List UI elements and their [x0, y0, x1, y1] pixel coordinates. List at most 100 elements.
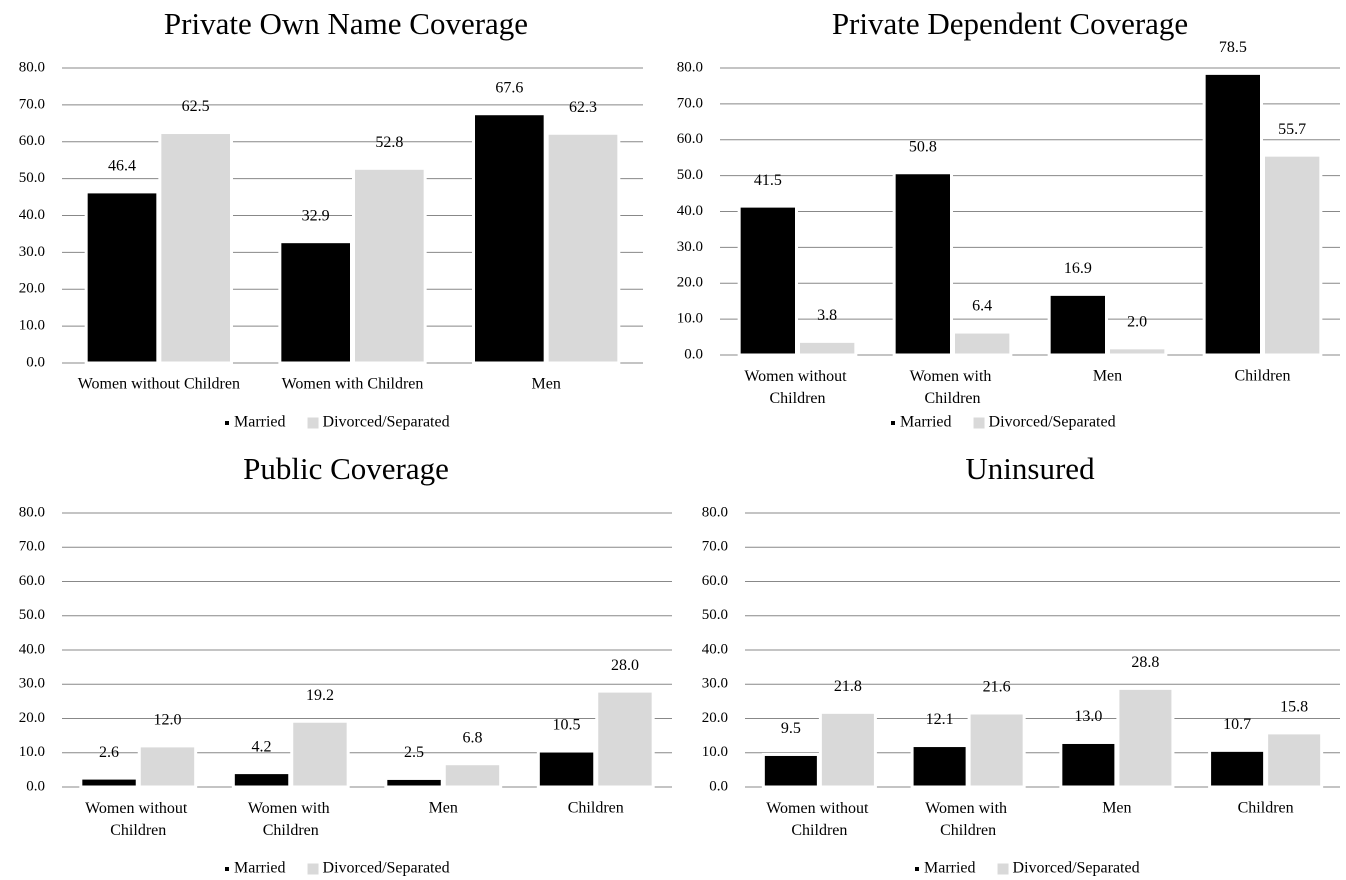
bar: [84, 190, 160, 365]
data-label: 2.6: [99, 744, 119, 761]
y-tick-label: 0.0: [709, 778, 728, 794]
bar: [1202, 71, 1264, 357]
y-tick-label: 30.0: [19, 244, 45, 260]
legend-swatch: [225, 421, 229, 425]
legend-swatch: [973, 417, 985, 429]
x-tick-label: Men: [532, 376, 561, 393]
legend-label: Married: [900, 414, 952, 431]
y-tick-label: 50.0: [702, 607, 728, 623]
bar: [737, 204, 799, 357]
bar: [1116, 686, 1175, 789]
legend-label: Divorced/Separated: [1013, 860, 1140, 877]
data-label: 12.1: [926, 711, 954, 728]
legend-label: Divorced/Separated: [989, 414, 1116, 431]
y-tick-label: 70.0: [19, 539, 45, 555]
x-tick-label: Women without Children: [85, 800, 191, 839]
data-label: 52.8: [375, 134, 403, 151]
legend-swatch: [225, 867, 229, 871]
x-tick-label: Men: [429, 800, 458, 817]
y-tick-label: 20.0: [19, 281, 45, 297]
y-tick-label: 50.0: [19, 607, 45, 623]
data-label: 62.3: [569, 99, 597, 116]
legend-label: Divorced/Separated: [323, 860, 450, 877]
legend-swatch: [307, 863, 319, 875]
bar: [352, 166, 427, 365]
y-tick-label: 10.0: [702, 744, 728, 760]
y-tick-label: 60.0: [19, 133, 45, 149]
bar: [1265, 731, 1324, 789]
x-tick-label: Women with Children: [925, 800, 1011, 839]
data-label: 10.5: [553, 717, 581, 734]
y-tick-label: 0.0: [26, 778, 45, 794]
y-tick-label: 0.0: [684, 346, 703, 362]
x-tick-label: Women with Children: [248, 800, 334, 839]
bar: [472, 112, 547, 365]
legend-label: Married: [924, 860, 976, 877]
data-label: 50.8: [909, 138, 937, 155]
data-label: 2.5: [404, 744, 424, 761]
legend-swatch: [891, 421, 895, 425]
legend-label: Divorced/Separated: [323, 414, 450, 431]
bar: [442, 762, 503, 789]
bar: [278, 240, 353, 365]
data-label: 67.6: [495, 79, 523, 96]
y-tick-label: 30.0: [19, 676, 45, 692]
legend-label: Married: [234, 860, 286, 877]
y-tick-label: 30.0: [702, 676, 728, 692]
data-label: 28.0: [611, 657, 639, 674]
bar: [892, 171, 954, 357]
bar: [952, 330, 1013, 357]
bar: [1059, 740, 1118, 789]
data-label: 21.8: [834, 678, 862, 695]
x-tick-label: Children: [568, 800, 624, 817]
data-label: 13.0: [1074, 708, 1102, 725]
bar: [545, 131, 621, 365]
x-tick-label: Children: [1235, 368, 1291, 385]
data-label: 10.7: [1223, 716, 1251, 733]
y-tick-label: 40.0: [677, 203, 703, 219]
y-tick-label: 20.0: [677, 275, 703, 291]
data-label: 55.7: [1278, 121, 1306, 138]
bar: [79, 776, 139, 789]
bar: [290, 719, 350, 789]
data-label: 15.8: [1280, 699, 1308, 716]
x-tick-label: Men: [1093, 368, 1122, 385]
data-label: 3.8: [817, 307, 837, 324]
x-tick-label: Women without Children: [78, 376, 240, 393]
chart-title: Private Dependent Coverage: [832, 6, 1188, 41]
bar: [761, 752, 820, 789]
bar: [910, 744, 969, 789]
y-tick-label: 20.0: [702, 710, 728, 726]
y-tick-label: 40.0: [702, 641, 728, 657]
data-label: 19.2: [306, 687, 334, 704]
bar: [818, 710, 877, 789]
data-label: 4.2: [252, 738, 272, 755]
y-tick-label: 10.0: [19, 318, 45, 334]
bar: [967, 711, 1026, 789]
y-tick-label: 50.0: [19, 170, 45, 186]
bar: [1107, 346, 1168, 357]
data-label: 6.4: [972, 298, 992, 315]
x-tick-label: Women without Children: [766, 800, 872, 839]
x-tick-label: Women without Children: [744, 368, 850, 407]
legend-swatch: [997, 863, 1009, 875]
y-tick-label: 70.0: [19, 96, 45, 112]
x-tick-label: Men: [1102, 800, 1131, 817]
legend-swatch: [915, 867, 919, 871]
y-tick-label: 70.0: [702, 539, 728, 555]
data-label: 41.5: [754, 172, 782, 189]
bar: [158, 131, 233, 365]
y-tick-label: 60.0: [677, 131, 703, 147]
bar: [137, 744, 198, 789]
data-label: 46.4: [108, 158, 136, 175]
chart-title: Public Coverage: [243, 451, 449, 486]
bar: [595, 689, 655, 789]
y-tick-label: 80.0: [19, 504, 45, 520]
bar: [231, 771, 292, 789]
y-tick-label: 10.0: [677, 311, 703, 327]
y-tick-label: 80.0: [677, 59, 703, 75]
x-tick-label: Women with Children: [282, 376, 424, 393]
data-label: 9.5: [781, 720, 801, 737]
